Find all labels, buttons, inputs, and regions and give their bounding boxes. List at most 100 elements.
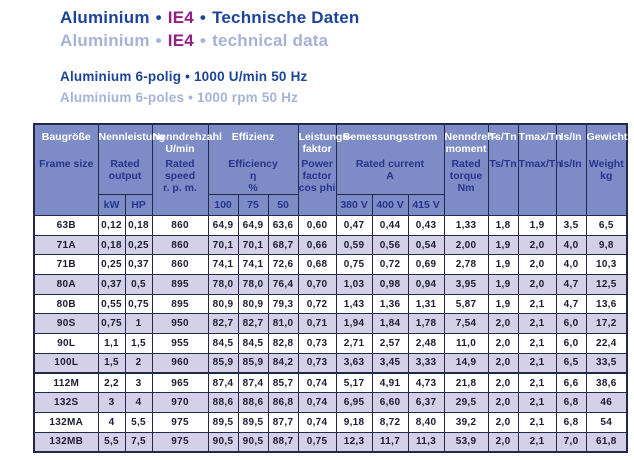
value-cell: 1 [124,313,153,335]
value-cell: 82,8 [267,333,299,354]
value-cell: 87,7 [267,411,299,433]
header-label-de: Ts/Tn [489,131,517,143]
value-cell: 0,44 [371,215,409,236]
header-label-en: Power factor cos phi [298,158,336,194]
value-cell: 895 [151,274,209,295]
col-header-tmax-tn: Tmax/Tn Tmax/Tn [517,123,562,216]
value-cell: 0,73 [297,333,337,354]
value-cell: 88,6 [237,392,269,413]
value-cell: 90,5 [237,431,269,453]
value-cell: 5,87 [443,293,489,315]
col-header-rated-output: Nennleistung Rated output [97,123,165,195]
value-cell: 84,2 [267,352,299,374]
table-row: 132MB 5,5 7,5 975 90,5 90,5 88,7 0,75 12,3 11,7 11… [33,431,628,453]
sub-header-415v: 415 V [407,194,445,216]
value-cell: 80,9 [237,293,269,315]
value-cell: 2,48 [407,333,445,354]
value-cell: 11,0 [443,333,489,354]
title-en-ie4: IE4 [167,31,194,50]
col-header-power-factor: Leistungs- faktor Power factor cos phi [297,123,352,216]
value-cell: 70,1 [207,234,239,256]
value-cell: 0,75 [335,254,373,276]
value-cell: 960 [151,352,209,374]
table-row: 80A 0,37 0,5 895 78,0 78,0 76,4 0,70 1,03 0,98 0,9… [33,274,628,295]
header-label-de: Tmax/Tn [518,131,562,143]
value-cell: 78,0 [237,274,269,295]
header-sub-row: kW HP 100 75 50 380 V 400 V 415 V [34,194,627,216]
value-cell: 8,40 [407,411,445,433]
value-cell: 38,6 [585,372,628,394]
header-label-en: Efficiency η % [228,158,278,194]
value-cell: 64,9 [207,215,239,236]
value-cell: 2,71 [335,333,373,354]
frame-size-cell: 132S [33,392,99,413]
value-cell: 0,66 [297,234,337,256]
value-cell: 0,75 [124,293,153,315]
header-label-en: Ts/Tn [489,158,517,170]
table-row: 71B 0,25 0,37 860 74,1 74,1 72,6 0,68 0,75 0,72 0,… [33,254,628,276]
value-cell: 3,95 [443,274,489,295]
col-header-rated-torque: Nenndreh- moment Rated torque Nm [443,123,498,216]
value-cell: 3 [124,372,153,394]
value-cell: 8,72 [371,411,409,433]
value-cell: 3,5 [555,215,587,236]
value-cell: 2,0 [517,254,557,276]
header-label-en: Is/In [560,158,582,170]
value-cell: 0,94 [407,274,445,295]
value-cell: 1,9 [517,215,557,236]
value-cell: 6,8 [555,411,587,433]
frame-size-cell: 112M [33,372,99,394]
technical-data-table: Baugröße Frame size Nennleistung Rated out… [33,123,629,453]
value-cell: 2,1 [517,431,557,453]
value-cell: 1,9 [487,234,519,256]
frame-size-cell: 132MA [33,411,99,433]
value-cell: 85,9 [237,352,269,374]
value-cell: 1,9 [487,293,519,315]
header-label-en: Rated speed r. p. m. [163,158,197,194]
table-header: Baugröße Frame size Nennleistung Rated out… [33,123,628,216]
value-cell: 2,0 [517,274,557,295]
value-cell: 84,5 [207,333,239,354]
table-row: 90L 1,1 1,5 955 84,5 84,5 82,8 0,73 2,71 2,57 2,48… [33,333,628,354]
value-cell: 0,73 [297,352,337,374]
value-cell: 7,0 [555,431,587,453]
value-cell: 0,43 [407,215,445,236]
value-cell: 89,5 [237,411,269,433]
value-cell: 74,1 [237,254,269,276]
header-label-de: Bemessungsstrom [342,131,438,143]
frame-size-cell: 90L [33,333,99,354]
value-cell: 1,84 [371,313,409,335]
value-cell: 0,25 [124,234,153,256]
value-cell: 2,1 [517,352,557,374]
value-cell: 1,03 [335,274,373,295]
value-cell: 0,75 [297,431,337,453]
bullet-separator: • [199,31,207,50]
value-cell: 11,3 [407,431,445,453]
frame-size-cell: 90S [33,313,99,335]
frame-size-cell: 100L [33,352,99,374]
value-cell: 84,5 [237,333,269,354]
value-cell: 85,7 [267,372,299,394]
value-cell: 2,57 [371,333,409,354]
value-cell: 53,9 [443,431,489,453]
value-cell: 6,60 [371,392,409,413]
header-label-de: Nenndreh- moment [444,131,498,155]
page-title-de: Aluminium • IE4 • Technische Daten [60,6,360,29]
value-cell: 7,5 [124,431,153,453]
frame-size-cell: 80A [33,274,99,295]
value-cell: 4 [97,411,126,433]
value-cell: 2,1 [517,411,557,433]
bullet-separator: • [199,8,207,27]
value-cell: 0,54 [407,234,445,256]
value-cell: 39,2 [443,411,489,433]
value-cell: 2,0 [487,431,519,453]
value-cell: 2,0 [487,411,519,433]
title-block: Aluminium • IE4 • Technische Daten Aluminium… [60,6,360,108]
value-cell: 860 [151,254,209,276]
value-cell: 4,7 [555,274,587,295]
page-title-en: Aluminium • IE4 • technical data [60,29,360,52]
frame-size-cell: 71A [33,234,99,256]
sub-header-eff-50: 50 [267,194,299,216]
value-cell: 79,3 [267,293,299,315]
value-cell: 5,17 [335,372,373,394]
